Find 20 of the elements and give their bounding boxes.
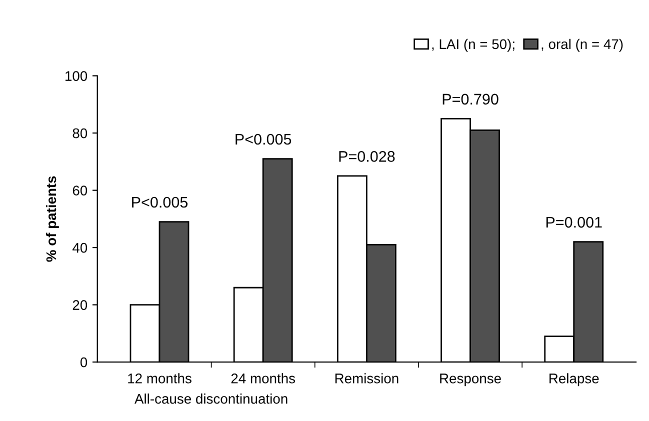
- annotation: P=0.790: [442, 94, 498, 105]
- legend-label: , LAI (n = 50);: [432, 38, 514, 52]
- y-tick-label: 80: [72, 128, 88, 138]
- legend-label: , oral (n = 47): [542, 38, 623, 52]
- y-tick-label: 60: [72, 186, 88, 196]
- text: All-cause discontinuation: [134, 394, 288, 404]
- y-tick-label: 40: [72, 242, 88, 253]
- x-tick-label: Relapse: [550, 373, 599, 386]
- annotation: P<0.005: [236, 134, 292, 145]
- y-axis-title: % of patients: [46, 176, 59, 262]
- annotation: P=0.001: [546, 216, 602, 228]
- x-tick-label: Response: [440, 374, 501, 386]
- annotation: P<0.005: [132, 196, 188, 208]
- x-tick-label: Remission: [335, 373, 398, 384]
- x-tick-label: 12 months: [128, 373, 192, 384]
- y-tick-label: 100: [66, 71, 88, 81]
- annotation: P=0.028: [339, 151, 395, 162]
- y-tick-label: 0: [80, 357, 88, 368]
- y-tick-label: 20: [72, 300, 88, 310]
- x-tick-label: 24 months: [231, 373, 296, 384]
